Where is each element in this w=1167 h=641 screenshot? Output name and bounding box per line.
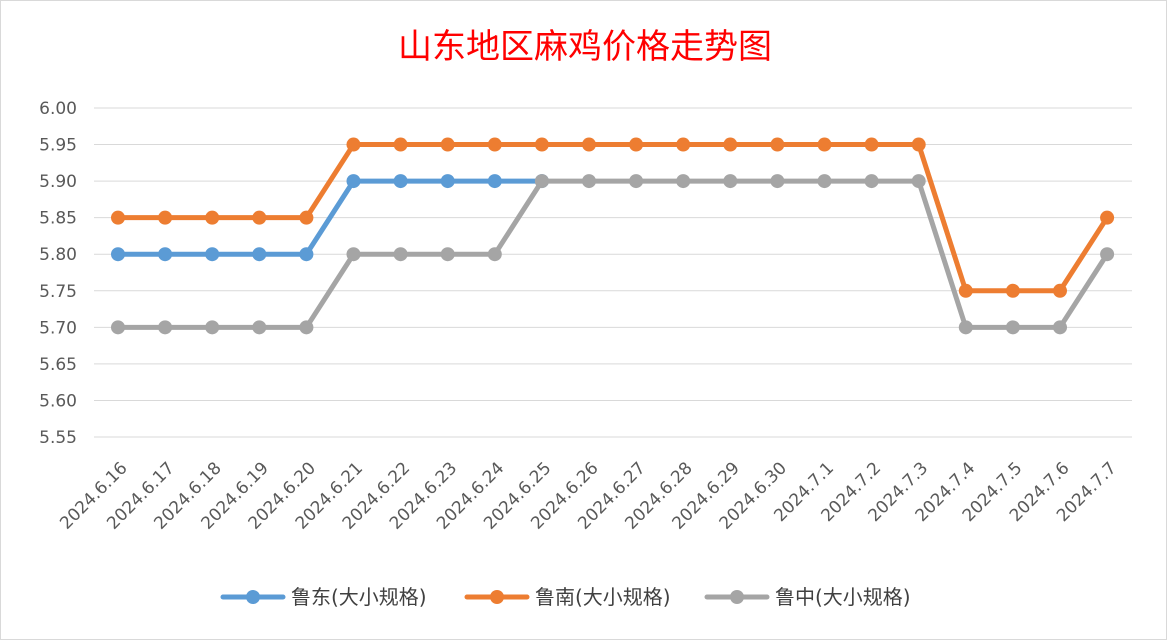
x-axis-ticks: 2024.6.162024.6.172024.6.182024.6.192024… [56, 458, 1120, 533]
y-tick-label: 5.55 [39, 428, 77, 448]
data-point [440, 247, 455, 262]
y-tick-label: 5.80 [39, 245, 77, 265]
data-point [158, 210, 173, 225]
data-point [911, 137, 926, 152]
data-point [158, 247, 173, 262]
data-point [205, 320, 220, 335]
y-tick-label: 5.65 [39, 355, 77, 375]
legend-item: 鲁东(大小规格) [220, 585, 427, 609]
legend-label: 鲁东(大小规格) [291, 585, 427, 609]
data-point [1100, 210, 1115, 225]
data-point [958, 320, 973, 335]
data-point [817, 137, 832, 152]
data-point [629, 174, 644, 189]
data-point [1100, 247, 1115, 262]
legend-item: 鲁中(大小规格) [704, 585, 911, 609]
data-point [346, 137, 361, 152]
series-line [115, 178, 545, 257]
data-point [158, 320, 173, 335]
y-tick-label: 6.00 [39, 99, 77, 119]
data-point [299, 210, 314, 225]
data-point [1053, 320, 1067, 335]
data-point [440, 137, 455, 152]
data-point [1005, 283, 1020, 298]
data-point [393, 137, 408, 152]
data-point [487, 137, 502, 152]
legend-swatch-marker [490, 590, 504, 604]
y-tick-label: 5.60 [39, 391, 77, 411]
series-2 [111, 137, 1115, 298]
series-3 [111, 174, 1115, 335]
data-point [676, 137, 691, 152]
y-tick-label: 5.70 [39, 318, 77, 338]
data-point [487, 247, 502, 262]
series-line [115, 142, 1110, 294]
chart-title: 山东地区麻鸡价格走势图 [398, 27, 772, 67]
data-point [723, 137, 738, 152]
gridlines [94, 107, 1132, 438]
data-point [770, 137, 785, 152]
data-point [111, 320, 125, 335]
data-point [299, 320, 314, 335]
data-point [393, 247, 408, 262]
data-point [864, 174, 879, 189]
data-point [534, 137, 549, 152]
data-point [205, 247, 220, 262]
y-tick-label: 5.90 [39, 172, 77, 192]
data-point [723, 174, 738, 189]
data-point [393, 174, 408, 189]
y-tick-label: 5.75 [39, 282, 77, 302]
data-point [864, 137, 879, 152]
data-point [911, 174, 926, 189]
legend-label: 鲁中(大小规格) [775, 585, 911, 609]
y-tick-label: 5.85 [39, 209, 77, 229]
data-point [252, 210, 267, 225]
data-point [770, 174, 785, 189]
series-line [115, 178, 1110, 330]
legend-item: 鲁南(大小规格) [464, 585, 671, 609]
data-point [629, 137, 644, 152]
data-point [1053, 283, 1067, 298]
data-point [299, 247, 314, 262]
data-point [111, 210, 125, 225]
data-point [346, 247, 361, 262]
data-point [582, 137, 596, 152]
data-point [111, 247, 125, 262]
legend-swatch-marker [246, 590, 260, 604]
data-point [346, 174, 361, 189]
y-tick-label: 5.95 [39, 136, 77, 156]
data-point [676, 174, 691, 189]
legend-swatch-marker [730, 590, 744, 604]
data-point [582, 174, 596, 189]
data-point [817, 174, 832, 189]
legend-label: 鲁南(大小规格) [535, 585, 671, 609]
data-point [958, 283, 973, 298]
data-point [1005, 320, 1020, 335]
y-axis-ticks: 5.55 5.60 5.65 5.70 5.75 5.80 5.85 5.90 5.95 6.00 [39, 99, 77, 448]
data-point [487, 174, 502, 189]
data-point [205, 210, 220, 225]
data-point [252, 247, 267, 262]
data-point [440, 174, 455, 189]
data-point [534, 174, 549, 189]
series-layer [111, 137, 1115, 335]
legend: 鲁东(大小规格) 鲁南(大小规格) 鲁中(大小规格) [220, 585, 911, 609]
data-point [252, 320, 267, 335]
